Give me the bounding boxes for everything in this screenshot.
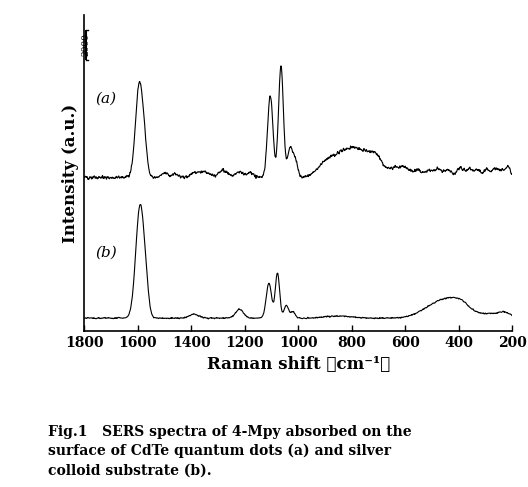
Text: (a): (a) [95,92,116,106]
Text: Fig.1   SERS spectra of 4-Mpy absorbed on the: Fig.1 SERS spectra of 4-Mpy absorbed on … [48,425,411,439]
Text: 2000: 2000 [82,33,91,56]
X-axis label: Raman shift （cm⁻¹）: Raman shift （cm⁻¹） [206,356,390,373]
Text: surface of CdTe quantum dots (a) and silver: surface of CdTe quantum dots (a) and sil… [48,444,391,458]
Y-axis label: Intensity (a.u.): Intensity (a.u.) [62,103,79,243]
Text: colloid substrate (b).: colloid substrate (b). [48,464,211,478]
Text: (b): (b) [95,246,117,260]
